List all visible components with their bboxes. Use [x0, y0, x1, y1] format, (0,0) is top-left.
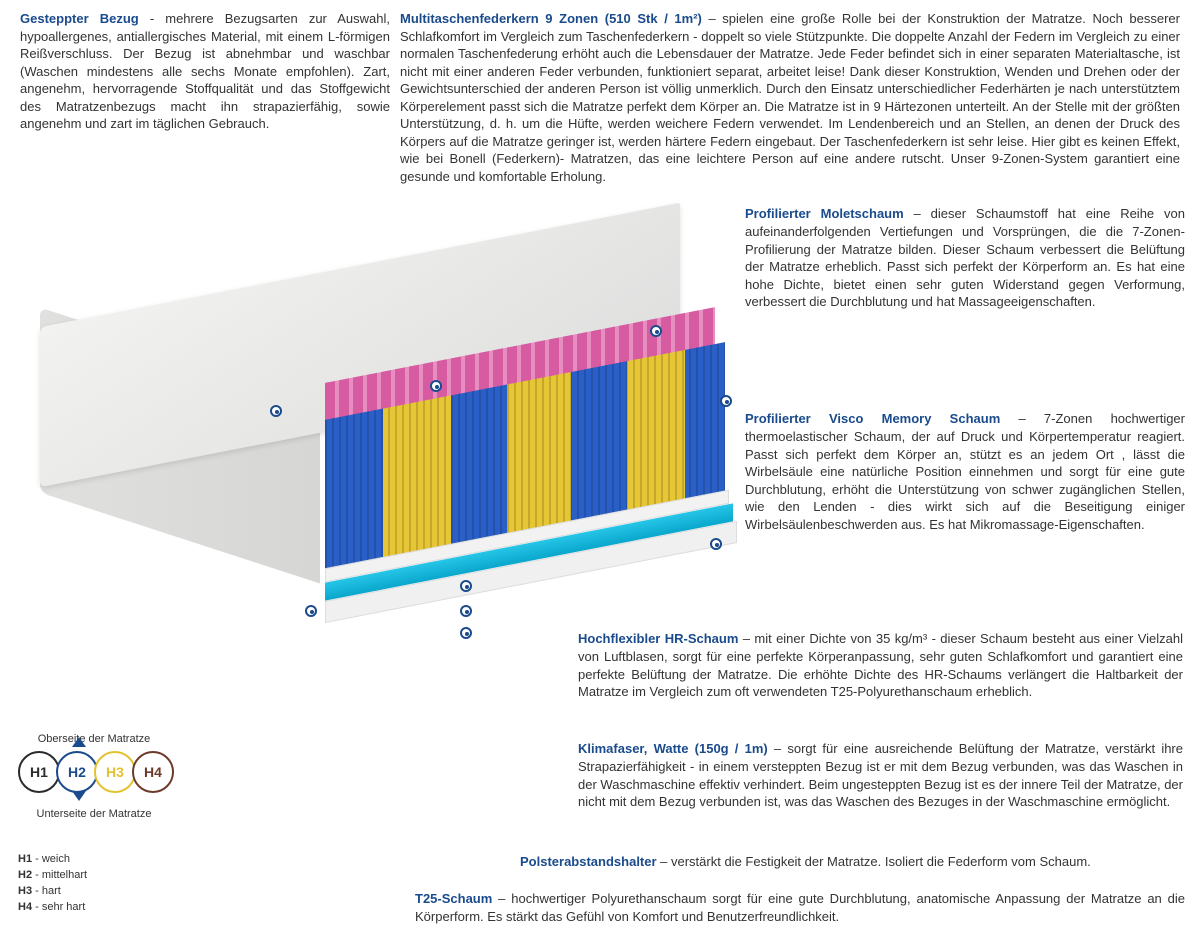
legend-key: H2 — [18, 869, 32, 881]
springcore-text: – spielen eine große Rolle bei der Konst… — [400, 11, 1180, 184]
callout-marker — [460, 627, 472, 639]
hr-description: Hochflexibler HR-Schaum – mit einer Dich… — [578, 630, 1183, 700]
callout-marker — [305, 605, 317, 617]
callout-marker — [650, 325, 662, 337]
hardness-h1-circle: H1 — [18, 751, 60, 793]
legend-key-desc: - sehr hart — [32, 901, 85, 913]
legend-bottom-label: Unterseite der Matratze — [18, 807, 170, 822]
molet-title: Profilierter Moletschaum — [745, 206, 904, 221]
mattress-illustration — [40, 265, 710, 615]
hardness-h4-circle: H4 — [132, 751, 174, 793]
molet-description: Profilierter Moletschaum – dieser Schaum… — [745, 205, 1185, 310]
cover-description: Gesteppter Bezug - mehrere Bezugsarten z… — [20, 10, 390, 185]
t25-title: T25-Schaum — [415, 891, 492, 906]
springcore-description: Multitaschenfederkern 9 Zonen (510 Stk /… — [400, 10, 1180, 185]
callout-marker — [720, 395, 732, 407]
cover-title: Gesteppter Bezug — [20, 11, 139, 26]
callout-marker — [430, 380, 442, 392]
polster-title: Polsterabstandshalter — [520, 854, 657, 869]
klima-title: Klimafaser, Watte (150g / 1m) — [578, 741, 768, 756]
hr-title: Hochflexibler HR-Schaum — [578, 631, 738, 646]
klima-description: Klimafaser, Watte (150g / 1m) – sorgt fü… — [578, 740, 1183, 810]
callout-marker — [460, 605, 472, 617]
t25-text: – hochwertiger Polyurethanschaum sorgt f… — [415, 891, 1185, 924]
visco-description: Profilierter Visco Memory Schaum – 7-Zon… — [745, 410, 1185, 533]
callout-marker — [710, 538, 722, 550]
visco-text: – 7-Zonen hochwertiger thermoelastischer… — [745, 411, 1185, 531]
hardness-legend: Oberseite der Matratze H1 H2 H3 H4 Unter… — [18, 732, 170, 915]
visco-title: Profilierter Visco Memory Schaum — [745, 411, 1000, 426]
legend-key-desc: - hart — [32, 885, 61, 897]
t25-description: T25-Schaum – hochwertiger Polyurethansch… — [415, 890, 1185, 925]
springcore-title: Multitaschenfederkern 9 Zonen (510 Stk /… — [400, 11, 702, 26]
molet-text: – dieser Schaumstoff hat eine Reihe von … — [745, 206, 1185, 309]
legend-keys: H1 - weich H2 - mittelhart H3 - hart H4 … — [18, 852, 170, 916]
legend-key-desc: - mittelhart — [32, 869, 87, 881]
legend-key-desc: - weich — [32, 853, 70, 865]
callout-marker — [460, 580, 472, 592]
cover-text: - mehrere Bezugsarten zur Auswahl, hypoa… — [20, 11, 390, 131]
polster-description: Polsterabstandshalter – verstärkt die Fe… — [520, 853, 1185, 871]
callout-marker — [270, 405, 282, 417]
arrow-up-icon — [72, 737, 86, 747]
legend-top-label: Oberseite der Matratze — [18, 732, 170, 747]
hardness-h3-circle: H3 — [94, 751, 136, 793]
legend-key: H1 — [18, 853, 32, 865]
legend-key: H3 — [18, 885, 32, 897]
legend-key: H4 — [18, 901, 32, 913]
arrow-down-icon — [72, 791, 86, 801]
hardness-h2-circle: H2 — [56, 751, 98, 793]
polster-text: – verstärkt die Festigkeit der Matratze.… — [657, 854, 1091, 869]
